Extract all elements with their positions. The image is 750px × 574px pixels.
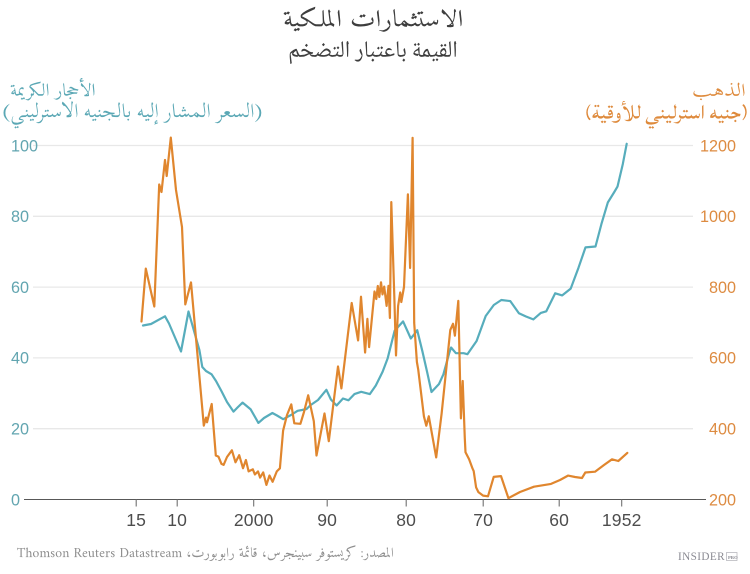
svg-text:200: 200 bbox=[709, 491, 736, 509]
svg-text:60: 60 bbox=[11, 279, 29, 297]
svg-text:90: 90 bbox=[317, 510, 337, 530]
svg-text:20: 20 bbox=[11, 421, 29, 439]
svg-text:80: 80 bbox=[11, 208, 29, 226]
svg-text:0: 0 bbox=[11, 491, 20, 509]
svg-text:100: 100 bbox=[11, 137, 38, 155]
svg-text:INSIDER: INSIDER bbox=[678, 551, 725, 563]
svg-text:70: 70 bbox=[473, 510, 493, 530]
svg-text:1952: 1952 bbox=[602, 510, 642, 530]
svg-text:600: 600 bbox=[709, 350, 736, 368]
svg-text:80: 80 bbox=[396, 510, 416, 530]
svg-text:1000: 1000 bbox=[700, 208, 736, 226]
svg-text:15: 15 bbox=[126, 510, 146, 530]
svg-text:PRO: PRO bbox=[728, 555, 738, 560]
svg-text:40: 40 bbox=[11, 350, 29, 368]
svg-text:2000: 2000 bbox=[234, 510, 274, 530]
svg-text:60: 60 bbox=[549, 510, 569, 530]
svg-text:400: 400 bbox=[709, 421, 736, 439]
svg-text:1200: 1200 bbox=[700, 137, 736, 155]
svg-text:10: 10 bbox=[167, 510, 187, 530]
svg-text:800: 800 bbox=[709, 279, 736, 297]
